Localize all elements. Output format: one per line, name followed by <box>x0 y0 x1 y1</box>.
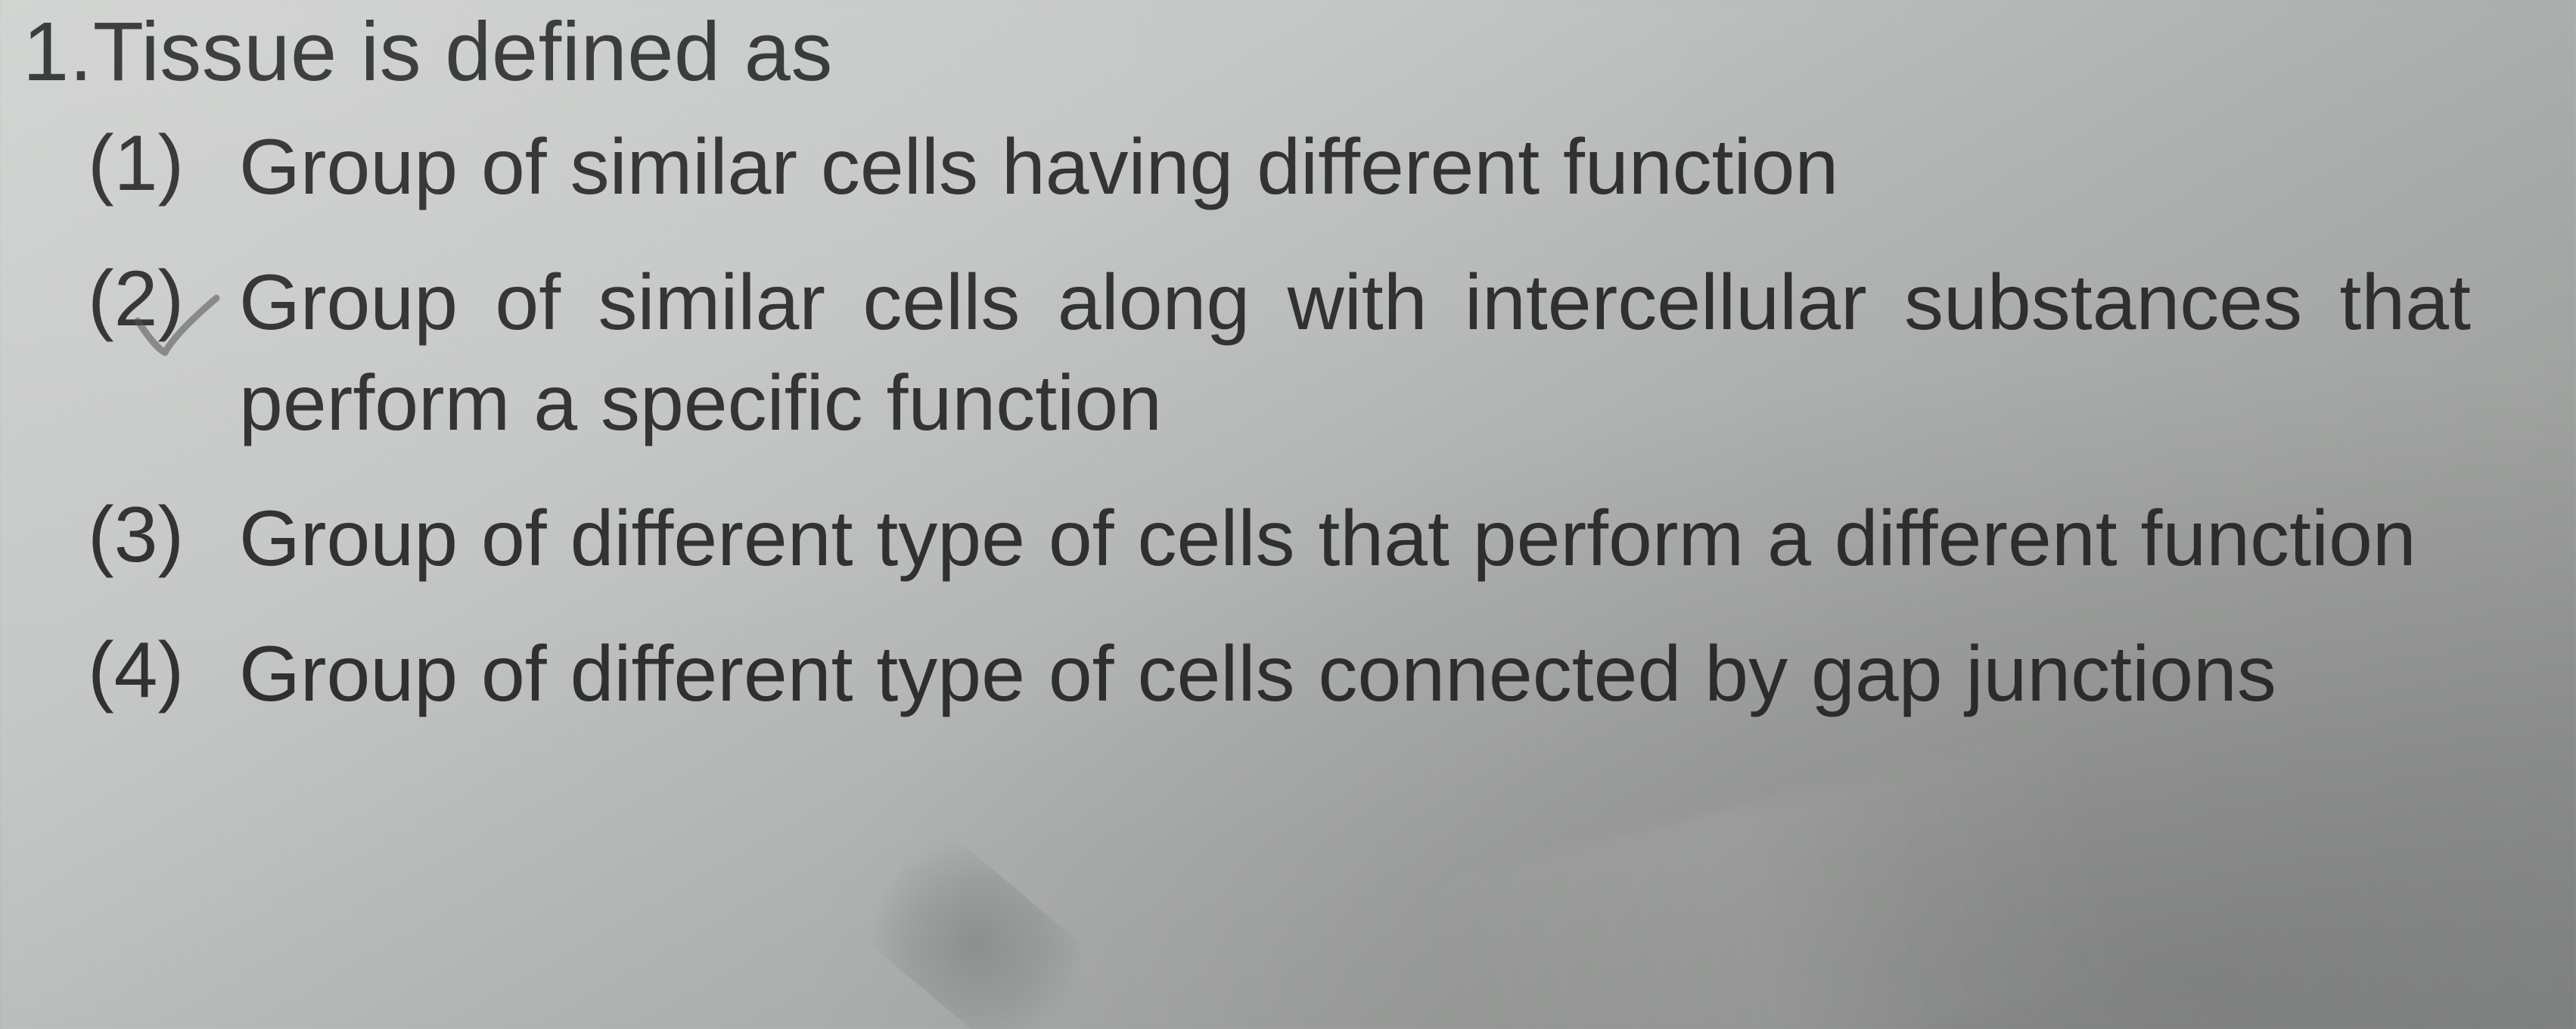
question-stem: Tissue is defined as <box>93 5 833 98</box>
option-text: Group of similar cells along with interc… <box>239 253 2471 454</box>
option-marker: (3) <box>88 491 184 579</box>
option-marker: (1) <box>88 120 184 207</box>
option-row: (2) Group of similar cells along with in… <box>83 253 2515 454</box>
option-marker-wrap: (4) <box>83 624 239 717</box>
scanner-smudge <box>828 804 1123 1029</box>
option-row: (1) Group of similar cells having differ… <box>83 117 2515 218</box>
option-row: (3) Group of different type of cells tha… <box>83 489 2515 589</box>
option-marker-wrap: (3) <box>83 489 239 582</box>
scanned-page: 1.Tissue is defined as (1) Group of simi… <box>0 0 2576 1029</box>
question-stem-line: 1.Tissue is defined as <box>23 4 833 100</box>
option-marker-wrap: (1) <box>83 117 239 210</box>
page-highlight <box>1420 723 2143 1029</box>
option-marker: (4) <box>88 626 184 714</box>
question-number: 1. <box>23 5 93 98</box>
option-text: Group of similar cells having different … <box>239 117 1838 218</box>
option-marker: (2) <box>88 255 184 343</box>
options-block: (1) Group of similar cells having differ… <box>83 117 2515 760</box>
option-text: Group of different type of cells connect… <box>239 624 2471 725</box>
option-marker-wrap: (2) <box>83 253 239 346</box>
option-text: Group of different type of cells that pe… <box>239 489 2471 589</box>
option-row: (4) Group of different type of cells con… <box>83 624 2515 725</box>
